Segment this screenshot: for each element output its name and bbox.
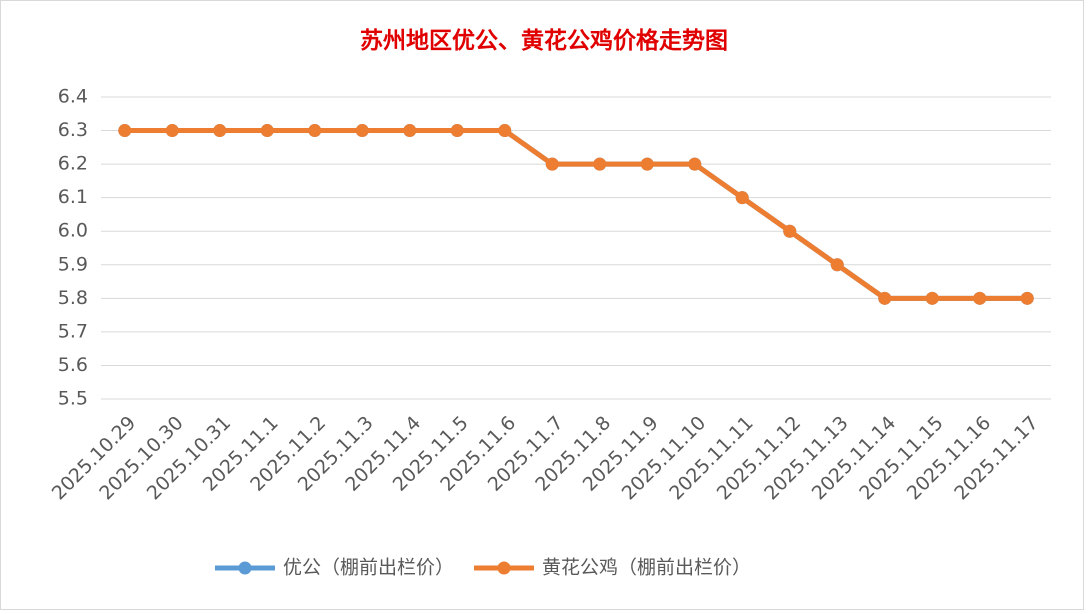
data-point	[498, 124, 512, 138]
y-tick-label: 6.1	[58, 186, 88, 208]
data-point	[260, 124, 274, 138]
data-point	[355, 124, 369, 138]
legend-label: 黄花公鸡（棚前出栏价）	[542, 557, 751, 579]
data-point	[640, 157, 654, 171]
data-point	[403, 124, 417, 138]
data-point	[925, 291, 939, 305]
data-point	[118, 124, 132, 138]
data-point	[688, 157, 702, 171]
y-tick-label: 5.9	[58, 253, 88, 275]
y-tick-label: 6.2	[58, 153, 88, 175]
legend-marker	[238, 561, 252, 575]
y-tick-label: 6.3	[58, 119, 88, 141]
data-point	[878, 291, 892, 305]
data-point	[308, 124, 322, 138]
data-point	[830, 258, 844, 272]
data-point	[735, 191, 749, 205]
legend-label: 优公（棚前出栏价）	[283, 557, 454, 579]
y-tick-label: 5.8	[58, 287, 88, 309]
data-point	[165, 124, 179, 138]
y-tick-label: 5.6	[58, 354, 88, 376]
data-point	[973, 291, 987, 305]
y-tick-label: 6.4	[58, 86, 88, 108]
data-point	[783, 224, 797, 238]
series-line	[124, 128, 1028, 301]
data-point	[593, 157, 607, 171]
data-point	[213, 124, 227, 138]
y-tick-label: 5.5	[58, 388, 88, 410]
data-point	[450, 124, 464, 138]
legend-marker	[497, 561, 511, 575]
y-tick-label: 6.0	[58, 220, 88, 242]
data-point	[1020, 291, 1034, 305]
y-tick-label: 5.7	[58, 320, 88, 342]
chart-title: 苏州地区优公、黄花公鸡价格走势图	[360, 27, 728, 54]
data-point	[545, 157, 559, 171]
